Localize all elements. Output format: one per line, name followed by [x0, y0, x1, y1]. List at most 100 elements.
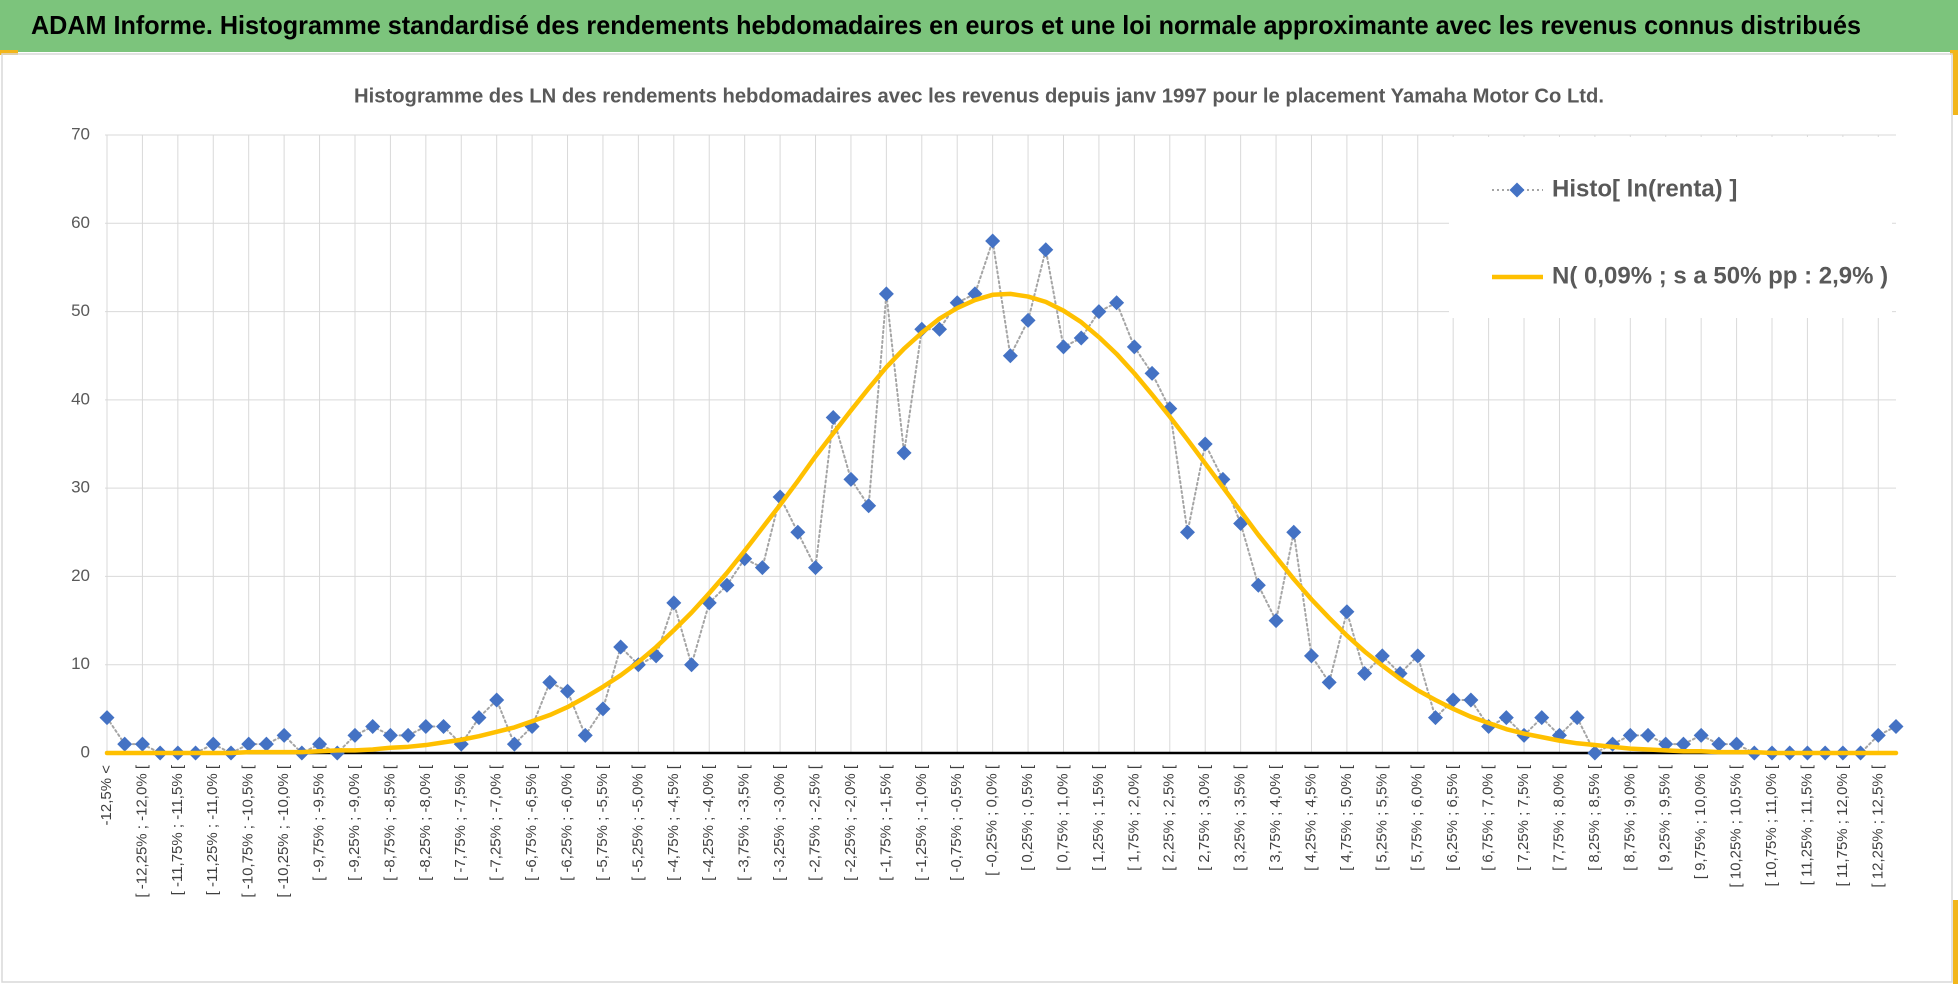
x-tick-label: [ -10,75% ; -10,5% [ [240, 764, 257, 897]
data-point [896, 445, 912, 461]
data-point [1144, 365, 1160, 381]
data-point [1020, 312, 1036, 328]
data-point [1463, 692, 1479, 708]
x-tick-label: [ 10,75% ; 11,0% [ [1763, 764, 1780, 886]
x-tick-label: [ -0,25% ; 0,0% [ [984, 764, 1001, 876]
data-point [241, 736, 257, 752]
data-point [489, 692, 505, 708]
x-tick-label: [ 2,75% ; 3,0% [ [1196, 764, 1213, 871]
data-point [1197, 436, 1213, 452]
y-tick-label: 30 [71, 478, 90, 497]
data-point [1870, 727, 1886, 743]
x-tick-label: [ -11,75% ; -11,5% [ [169, 764, 186, 895]
data-point [1109, 295, 1125, 311]
x-tick-label: [ -4,25% ; -4,0% [ [700, 764, 717, 881]
data-point [99, 710, 115, 726]
corner-mark [1953, 900, 1958, 984]
data-point [1268, 613, 1284, 629]
data-point [719, 577, 735, 593]
x-tick-label: [ 6,75% ; 7,0% [ [1480, 764, 1497, 871]
data-point [117, 736, 133, 752]
y-tick-label: 50 [71, 301, 90, 320]
data-point [1339, 604, 1355, 620]
data-point [1729, 736, 1745, 752]
data-point [1640, 727, 1656, 743]
data-point [1410, 648, 1426, 664]
series-line [104, 291, 1899, 756]
x-tick-label: -12,5% < [98, 765, 115, 826]
x-tick-label: [ 0,25% ; 0,5% [ [1019, 764, 1036, 871]
x-tick-label: [ -2,75% ; -2,5% [ [806, 764, 823, 881]
x-tick-label: [ 6,25% ; 6,5% [ [1444, 764, 1461, 871]
data-point [205, 736, 221, 752]
x-tick-label: [ -4,75% ; -4,5% [ [665, 764, 682, 881]
data-point [312, 736, 328, 752]
data-point [1179, 524, 1195, 540]
data-point [1587, 745, 1603, 761]
y-tick-label: 40 [71, 389, 90, 408]
data-point [1055, 339, 1071, 355]
data-point [276, 727, 292, 743]
corner-mark [1950, 50, 1958, 55]
data-point [613, 639, 629, 655]
data-point [1250, 577, 1266, 593]
data-point [1002, 348, 1018, 364]
data-point [1321, 674, 1337, 690]
plot-area [99, 233, 1904, 761]
x-tick-label: [ 10,25% ; 10,5% [ [1728, 764, 1745, 887]
data-point [134, 736, 150, 752]
x-tick-label: [ 9,75% ; 10,0% [ [1692, 764, 1709, 879]
x-tick-label: [ 5,25% ; 5,5% [ [1373, 764, 1390, 871]
x-tick-label: [ 12,25% ; 12,5% [ [1869, 764, 1886, 887]
data-point [506, 736, 522, 752]
y-tick-label: 10 [71, 654, 90, 673]
x-tick-label: [ -5,75% ; -5,5% [ [594, 764, 611, 881]
y-tick-label: 0 [81, 742, 90, 761]
header-bar [0, 0, 1958, 52]
x-tick-label: [ -10,25% ; -10,0% [ [275, 764, 292, 897]
data-point [1091, 304, 1107, 320]
data-point [1286, 524, 1302, 540]
x-tick-label: [ -3,75% ; -3,5% [ [736, 764, 753, 881]
legend: Histo[ ln(renta) ] N( 0,09% ; s a 50% pp … [1449, 137, 1892, 318]
data-point [347, 727, 363, 743]
x-tick-label: [ 7,75% ; 8,0% [ [1550, 764, 1567, 871]
data-point [400, 727, 416, 743]
x-tick-label: [ -5,25% ; -5,0% [ [629, 764, 646, 881]
data-point [258, 736, 274, 752]
data-point [1126, 339, 1142, 355]
x-tick-label: [ 4,25% ; 4,5% [ [1302, 764, 1319, 871]
data-point [382, 727, 398, 743]
x-tick-label: [ 9,25% ; 9,5% [ [1657, 764, 1674, 871]
x-tick-label: [ -8,75% ; -8,5% [ [381, 764, 398, 881]
x-tick-label: [ -7,25% ; -7,0% [ [488, 764, 505, 881]
x-tick-label: [ 8,75% ; 9,0% [ [1621, 764, 1638, 871]
x-tick-label: [ -12,25% ; -12,0% [ [133, 764, 150, 897]
data-point [825, 410, 841, 426]
x-tick-label: [ 3,75% ; 4,0% [ [1267, 764, 1284, 871]
data-point [985, 233, 1001, 249]
data-point [932, 321, 948, 337]
data-point [365, 719, 381, 735]
data-point [595, 701, 611, 717]
x-tick-label: [ -9,75% ; -9,5% [ [311, 764, 328, 881]
data-point [1357, 666, 1373, 682]
data-point [808, 560, 824, 576]
data-point [843, 471, 859, 487]
data-point [1569, 710, 1585, 726]
x-tick-label: [ 2,25% ; 2,5% [ [1161, 764, 1178, 871]
data-point [1534, 710, 1550, 726]
page-title: ADAM Informe. Histogramme standardisé de… [31, 10, 1861, 40]
data-point [684, 657, 700, 673]
x-tick-label: [ 4,75% ; 5,0% [ [1338, 764, 1355, 871]
x-tick-label: [ 0,75% ; 1,0% [ [1054, 764, 1071, 871]
legend-label: N( 0,09% ; s a 50% pp : 2,9% ) [1552, 262, 1888, 289]
data-point [1693, 727, 1709, 743]
legend-label: Histo[ ln(renta) ] [1552, 175, 1737, 202]
x-tick-label: [ -11,25% ; -11,0% [ [204, 764, 221, 895]
data-point [1427, 710, 1443, 726]
y-tick-label: 70 [71, 124, 90, 143]
x-tick-label: [ 1,75% ; 2,0% [ [1125, 764, 1142, 871]
